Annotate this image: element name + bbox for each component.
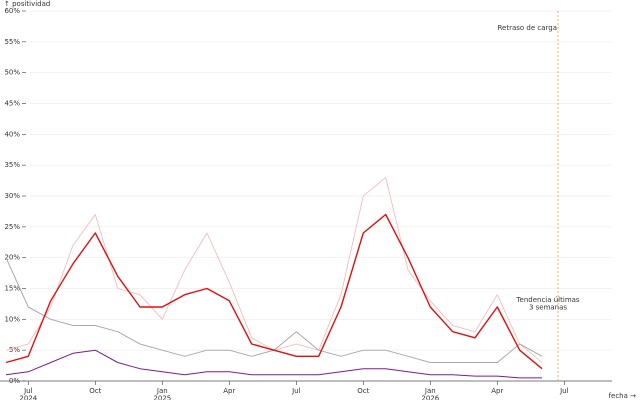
y-tick-label: 25%: [4, 223, 20, 231]
x-tick-label: Apr: [491, 387, 503, 395]
y-tick-label: 15%: [4, 285, 20, 293]
series-line: [5, 213, 543, 370]
series-line: [5, 349, 542, 379]
x-tick-label: Jul: [559, 387, 569, 395]
y-tick-label: 5%: [9, 346, 20, 354]
y-tick-label: 60%: [4, 7, 20, 15]
trend-note: Tendencia últimas 3 semanas: [515, 296, 580, 312]
y-tick-label: 40%: [4, 130, 20, 138]
x-tick-label: Apr: [223, 387, 235, 395]
y-tick-label: 10%: [4, 315, 20, 323]
x-tick-label: Jul 2024: [19, 387, 37, 400]
y-axis-label: ↑ positividad: [4, 0, 50, 8]
series-line: [5, 257, 543, 363]
y-tick-label: 30%: [4, 192, 20, 200]
y-tick-label: 35%: [4, 161, 20, 169]
y-tick-label: 55%: [4, 38, 20, 46]
y-tick-label: 20%: [4, 254, 20, 262]
x-tick-label: Oct: [357, 387, 369, 395]
x-axis-label: fecha →: [609, 392, 637, 400]
x-tick-label: Jan 2025: [153, 387, 171, 400]
x-tick-label: Jul: [291, 387, 301, 395]
y-tick-label: 45%: [4, 100, 20, 108]
x-tick-label: Jan 2026: [421, 387, 439, 400]
delay-label: Retraso de carga: [497, 24, 557, 32]
y-tick-label: 50%: [4, 69, 20, 77]
x-tick-label: Oct: [89, 387, 101, 395]
